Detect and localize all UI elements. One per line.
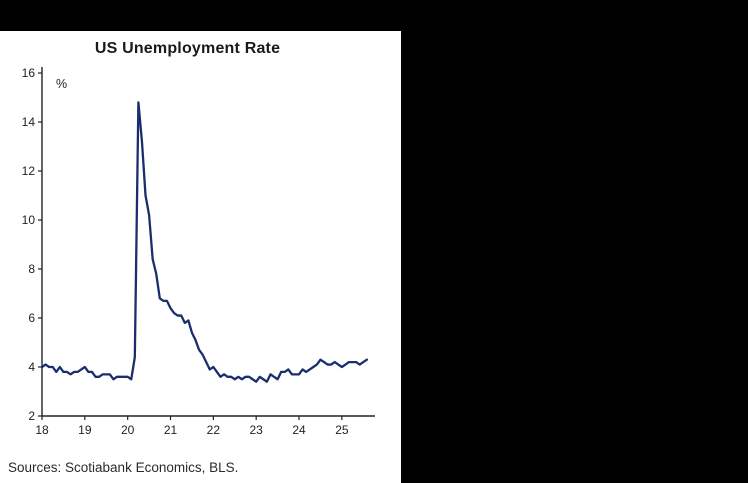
x-axis-tick-label: 22: [207, 423, 221, 437]
y-axis-tick-label: 14: [22, 115, 36, 129]
y-axis-unit-label: %: [56, 77, 68, 91]
x-axis-tick-label: 23: [250, 423, 264, 437]
x-axis-tick-label: 20: [121, 423, 135, 437]
x-axis-tick-label: 24: [292, 423, 306, 437]
y-axis-tick-label: 4: [28, 360, 35, 374]
sources-text: Sources: Scotiabank Economics, BLS.: [8, 460, 239, 475]
y-axis-tick-label: 6: [28, 311, 35, 325]
x-axis-tick-label: 25: [335, 423, 349, 437]
y-axis-tick-label: 12: [22, 164, 36, 178]
unemployment-line: [40, 101, 369, 383]
y-axis-tick-label: 8: [28, 262, 35, 276]
x-axis-tick-label: 19: [78, 423, 92, 437]
chart-title: US Unemployment Rate: [94, 40, 281, 57]
x-axis-tick-label: 18: [35, 423, 49, 437]
y-axis-tick-label: 16: [22, 66, 36, 80]
y-axis-tick-label: 2: [28, 409, 35, 423]
chart-panel: US Unemployment Rate % 2 4 6 8 10 12 14 16 18 19 2…: [0, 31, 401, 483]
y-axis-tick-label: 10: [22, 213, 36, 227]
x-axis-tick-label: 21: [164, 423, 178, 437]
